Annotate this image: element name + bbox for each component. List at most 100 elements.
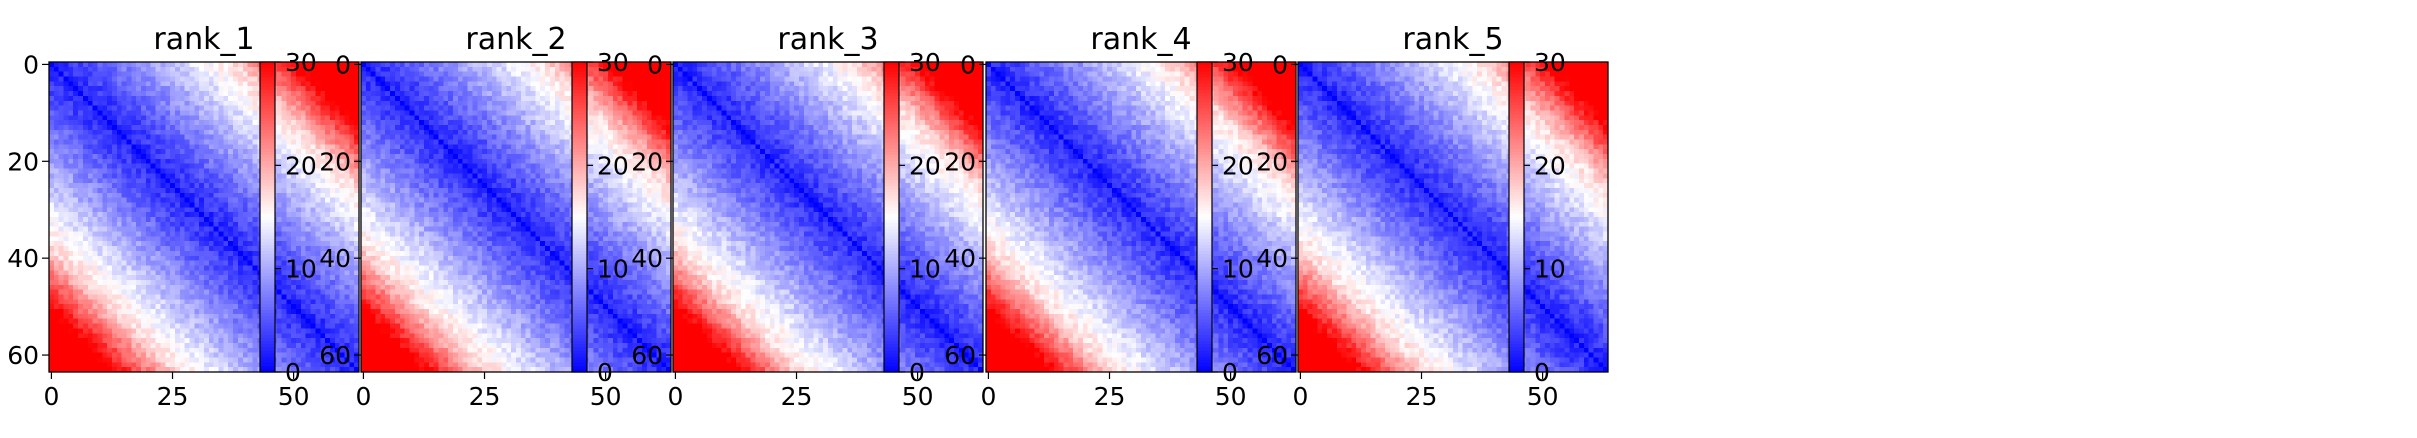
heatmap-cell: [325, 66, 331, 73]
heatmap-cell: [334, 352, 341, 359]
heatmap-cell: [204, 221, 210, 228]
heatmap-cell: [344, 115, 350, 121]
heatmap-cell: [300, 207, 307, 213]
heatmap-cell: [174, 294, 181, 300]
heatmap-cell: [199, 144, 205, 150]
heatmap-cell: [165, 265, 171, 271]
heatmap-cell: [329, 139, 336, 145]
heatmap-cell: [339, 284, 346, 291]
heatmap-cell: [414, 66, 420, 73]
heatmap-cell: [252, 357, 258, 363]
heatmap-cell: [286, 279, 292, 286]
heatmap-cell: [399, 81, 406, 87]
heatmap-cell: [155, 318, 161, 325]
heatmap-cell: [160, 192, 166, 199]
heatmap-cell: [160, 333, 166, 339]
heatmap-cell: [179, 352, 186, 359]
heatmap-cell: [53, 76, 60, 82]
heatmap-cell: [540, 105, 546, 112]
heatmap-cell: [68, 333, 74, 339]
heatmap-cell: [73, 255, 79, 262]
heatmap-cell: [170, 158, 176, 165]
heatmap-cell: [344, 81, 350, 87]
heatmap-cell: [78, 207, 84, 213]
heatmap-cell: [276, 279, 283, 286]
heatmap-cell: [107, 226, 113, 233]
heatmap-cell: [199, 255, 205, 262]
heatmap-cell: [339, 289, 346, 296]
heatmap-cell: [354, 265, 360, 271]
heatmap-cell: [97, 338, 103, 344]
heatmap-cell: [588, 110, 595, 116]
heatmap-cell: [68, 347, 74, 354]
heatmap-cell: [73, 81, 79, 87]
heatmap-cell: [637, 115, 643, 121]
heatmap-cell: [53, 246, 60, 252]
heatmap-cell: [78, 323, 84, 329]
heatmap-cell: [179, 134, 186, 141]
heatmap-cell: [208, 318, 215, 325]
heatmap-cell: [121, 178, 128, 184]
heatmap-cell: [97, 124, 103, 131]
heatmap-cell: [228, 105, 234, 112]
heatmap-cell: [310, 129, 316, 136]
heatmap-cell: [433, 95, 440, 102]
heatmap-cell: [233, 255, 239, 262]
heatmap-cell: [404, 62, 411, 68]
heatmap-cell: [208, 149, 215, 155]
heatmap-cell: [87, 115, 94, 121]
heatmap-cell: [189, 105, 195, 112]
heatmap-cell: [344, 144, 350, 150]
heatmap-cell: [92, 124, 99, 131]
heatmap-cell: [179, 202, 186, 208]
heatmap-cell: [49, 110, 55, 116]
heatmap-cell: [165, 95, 171, 102]
heatmap-cell: [111, 309, 118, 315]
heatmap-cell: [116, 284, 123, 291]
heatmap-cell: [334, 347, 341, 354]
heatmap-cell: [218, 275, 224, 281]
heatmap-cell: [199, 86, 205, 92]
heatmap-cell: [281, 183, 287, 189]
heatmap-cell: [237, 158, 244, 165]
heatmap-cell: [315, 124, 321, 131]
x-tick-label: 50: [278, 382, 310, 411]
heatmap-cell: [325, 357, 331, 363]
heatmap-cell: [233, 226, 239, 233]
heatmap-cell: [155, 66, 161, 73]
colorbar-segment: [260, 288, 275, 292]
heatmap-cell: [78, 202, 84, 208]
heatmap-cell: [281, 221, 287, 228]
heatmap-cell: [281, 284, 287, 291]
heatmap-cell: [354, 187, 360, 194]
heatmap-cell: [58, 76, 65, 82]
heatmap-cell: [315, 333, 321, 339]
heatmap-cell: [208, 236, 215, 242]
heatmap-cell: [448, 91, 454, 97]
heatmap-cell: [233, 299, 239, 305]
heatmap-cell: [204, 134, 210, 141]
heatmap-cell: [53, 124, 60, 131]
heatmap-cell: [325, 124, 331, 131]
heatmap-cell: [53, 207, 60, 213]
heatmap-cell: [516, 62, 522, 68]
heatmap-cell: [361, 95, 367, 102]
heatmap-cell: [174, 66, 181, 73]
heatmap-cell: [116, 328, 123, 334]
heatmap-cell: [252, 81, 258, 87]
heatmap-cell: [107, 304, 113, 310]
colorbar-segment: [260, 62, 275, 66]
heatmap-cell: [73, 260, 79, 267]
heatmap-cell: [58, 342, 65, 349]
heatmap-cell: [423, 66, 430, 73]
heatmap-cell: [179, 323, 186, 329]
heatmap-cell: [199, 241, 205, 247]
heatmap-cell: [286, 95, 292, 102]
heatmap-cell: [501, 91, 507, 97]
heatmap-cell: [545, 66, 551, 73]
heatmap-cell: [97, 352, 103, 359]
heatmap-cell: [136, 246, 142, 252]
heatmap-cell: [296, 66, 302, 73]
heatmap-cell: [53, 154, 60, 160]
heatmap-cell: [237, 192, 244, 199]
